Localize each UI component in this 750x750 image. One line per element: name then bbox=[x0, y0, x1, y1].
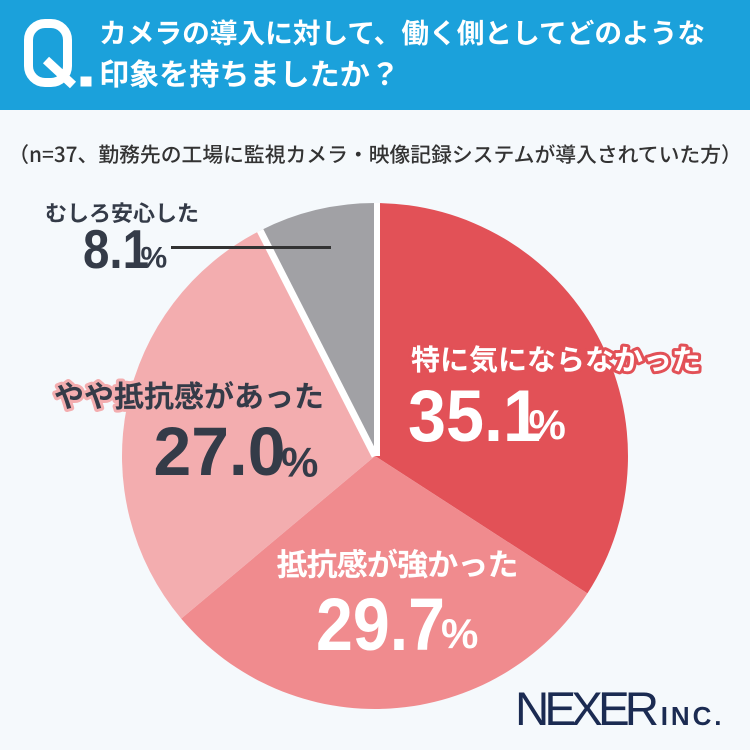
svg-text:29.7: 29.7 bbox=[316, 583, 445, 666]
svg-text:27.0: 27.0 bbox=[154, 413, 286, 490]
svg-text:やや抵抗感があった: やや抵抗感があった bbox=[54, 372, 324, 416]
svg-text:35.1: 35.1 bbox=[408, 376, 541, 457]
svg-text:%: % bbox=[141, 242, 168, 275]
svg-text:むしろ安心した: むしろ安心した bbox=[45, 196, 199, 228]
svg-text:特に気にならなかった: 特に気にならなかった bbox=[411, 337, 701, 379]
svg-text:抵抗感が強かった: 抵抗感が強かった bbox=[277, 540, 519, 585]
svg-text:%: % bbox=[281, 439, 318, 486]
svg-text:%: % bbox=[529, 401, 566, 448]
svg-text:%: % bbox=[441, 610, 478, 657]
svg-text:8.1: 8.1 bbox=[83, 218, 149, 280]
